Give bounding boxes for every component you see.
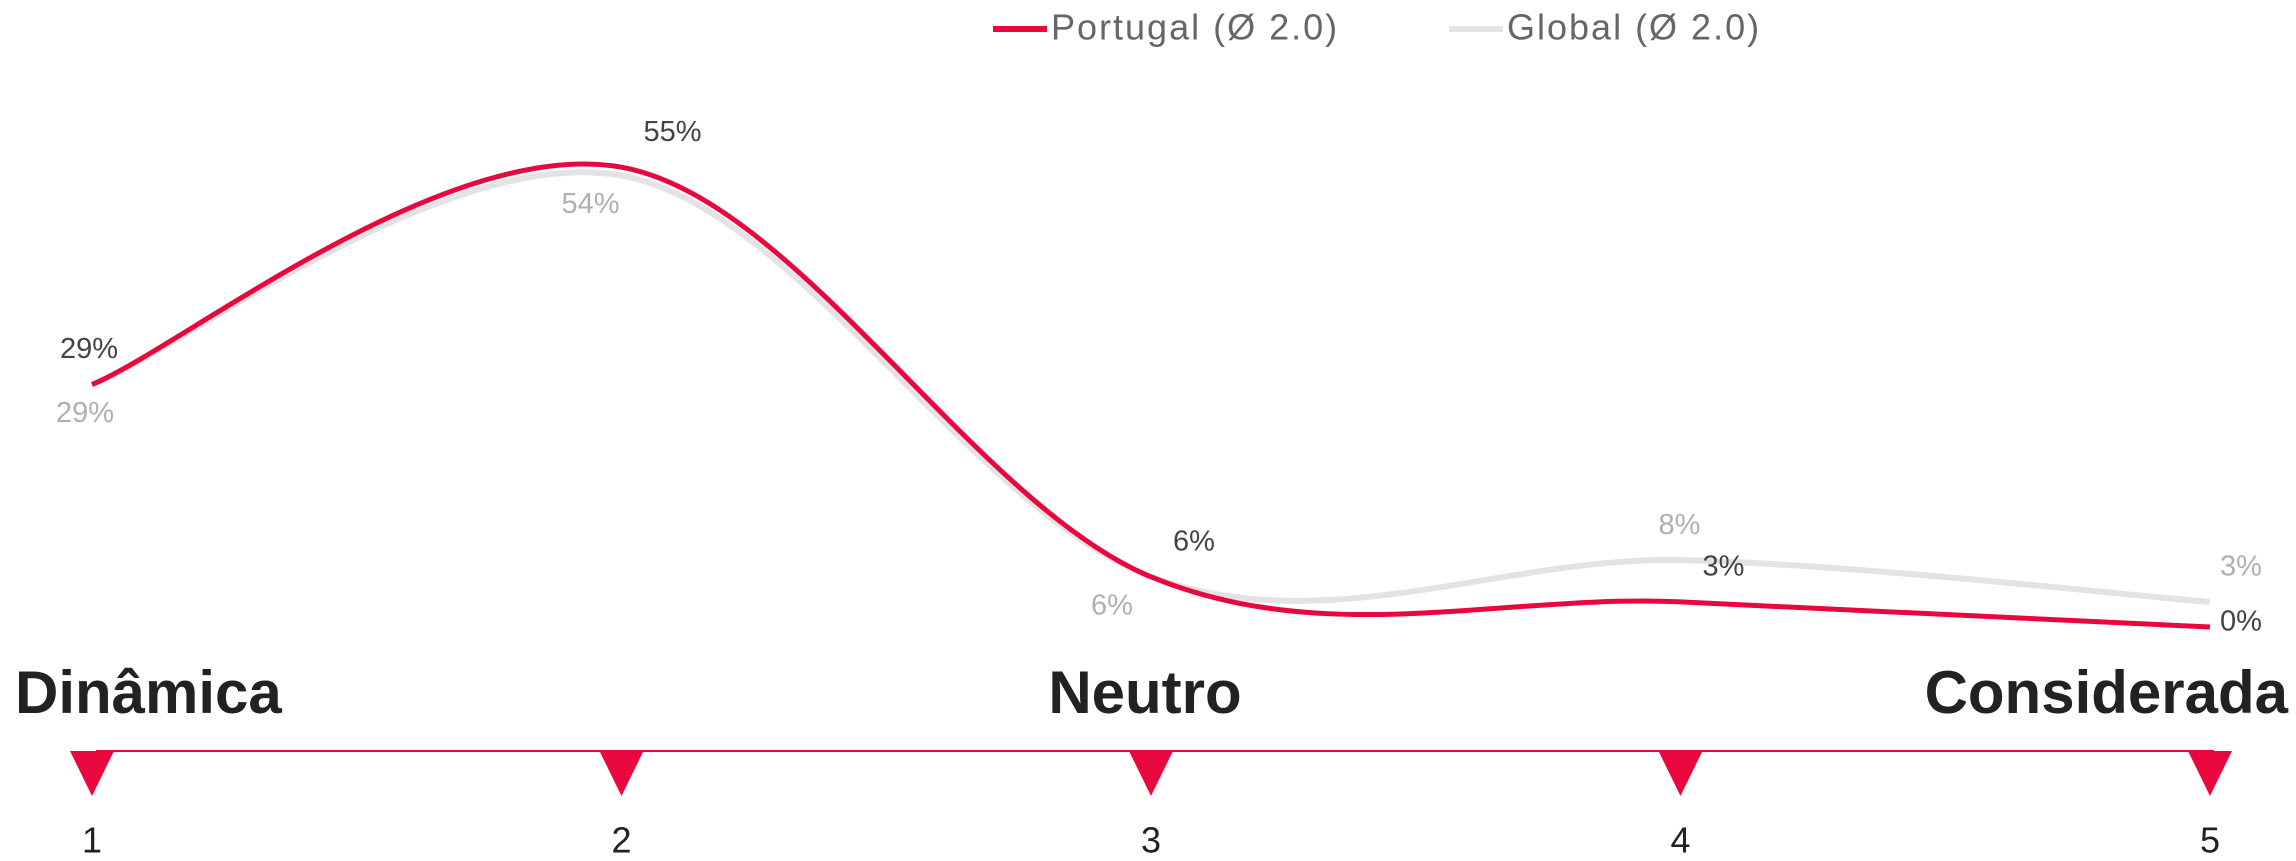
scale-label-middle: Neutro: [1048, 659, 1241, 726]
value-label: 8%: [1659, 509, 1701, 541]
value-label: 3%: [2220, 551, 2262, 583]
scale-marker: [1129, 751, 1173, 796]
value-label: 0%: [2220, 606, 2262, 638]
x-tick-label: 4: [1670, 820, 1690, 861]
value-label: 54%: [562, 188, 620, 220]
x-tick-label: 3: [1141, 820, 1161, 861]
scale-marker: [1658, 751, 1703, 796]
value-label: 55%: [644, 116, 702, 148]
scale-marker: [70, 751, 114, 796]
scale-marker: [2188, 751, 2232, 796]
value-label: 29%: [60, 333, 118, 365]
x-tick-label: 5: [2200, 820, 2220, 861]
value-label: 29%: [56, 397, 114, 429]
value-label: 6%: [1091, 589, 1133, 621]
series-line: [90, 169, 2211, 605]
x-tick-label: 2: [611, 820, 631, 861]
value-label: 3%: [1703, 551, 1745, 583]
legend-label: Portugal (Ø 2.0): [1051, 7, 1339, 48]
scale-label-left: Dinâmica: [15, 659, 282, 726]
scale-label-right: Considerada: [1925, 659, 2289, 726]
series-line: [91, 161, 2211, 630]
value-label: 6%: [1173, 525, 1215, 557]
legend-label: Global (Ø 2.0): [1507, 7, 1761, 48]
x-tick-label: 1: [82, 820, 102, 861]
scale-marker: [599, 751, 644, 796]
